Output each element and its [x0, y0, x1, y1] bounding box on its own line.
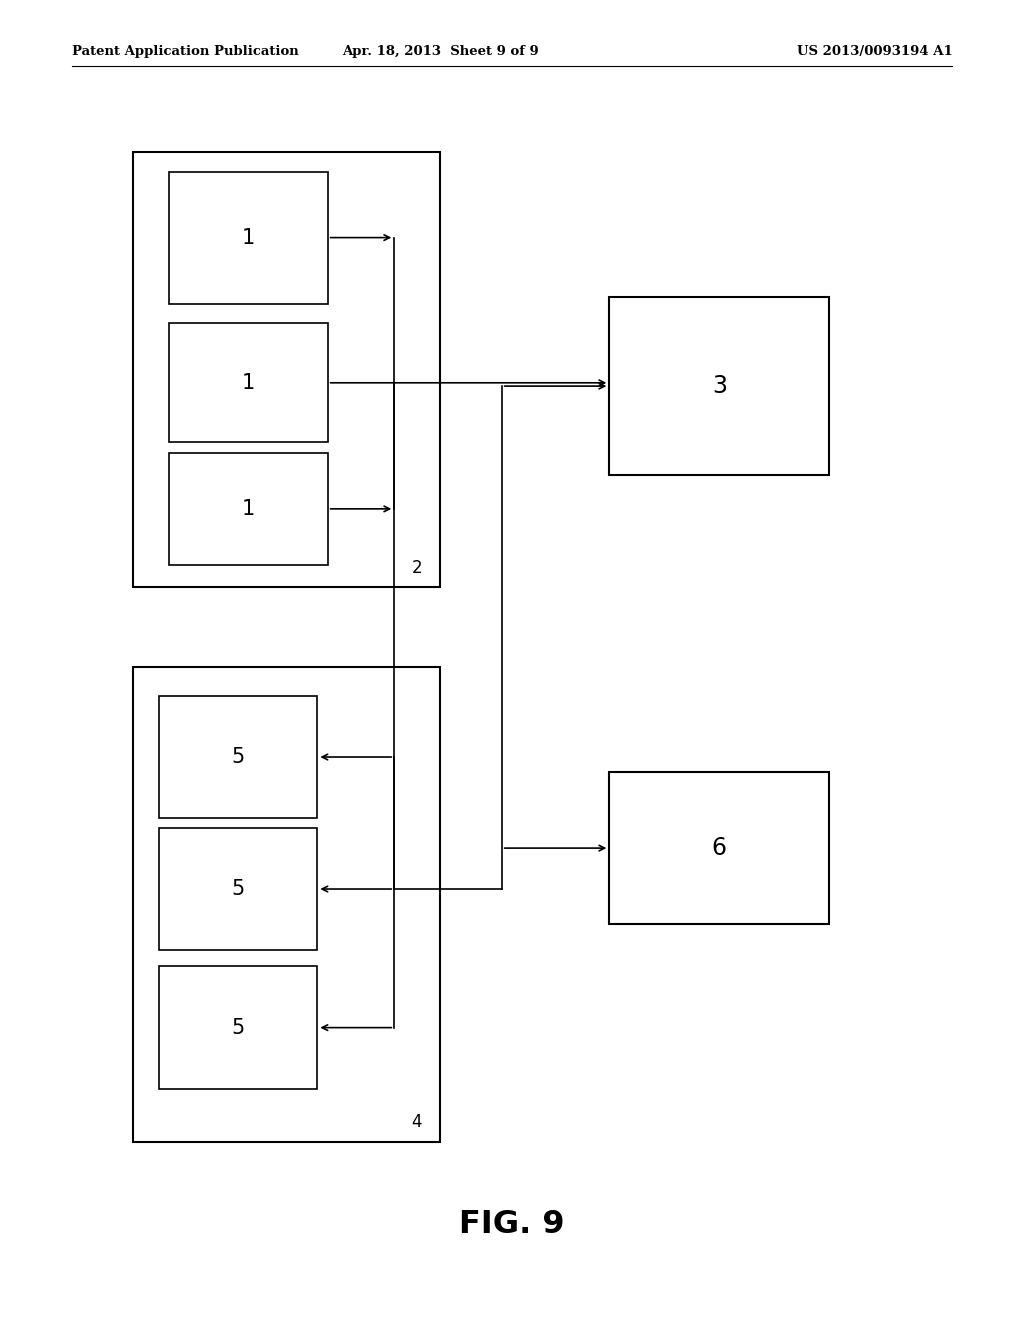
Bar	[169, 453, 328, 565]
Text: 1: 1	[242, 372, 255, 393]
Text: 2: 2	[412, 558, 422, 577]
Bar	[609, 297, 829, 475]
Text: 6: 6	[712, 836, 727, 861]
Text: US 2013/0093194 A1: US 2013/0093194 A1	[797, 45, 952, 58]
Bar	[159, 966, 317, 1089]
Text: 1: 1	[242, 227, 255, 248]
Text: 5: 5	[231, 747, 245, 767]
Bar	[169, 323, 328, 442]
Text: 1: 1	[242, 499, 255, 519]
Bar	[159, 828, 317, 950]
Text: 5: 5	[231, 879, 245, 899]
Bar	[159, 696, 317, 818]
Bar	[609, 772, 829, 924]
Text: 5: 5	[231, 1018, 245, 1038]
Text: Patent Application Publication: Patent Application Publication	[72, 45, 298, 58]
Text: 3: 3	[712, 374, 727, 399]
Text: 4: 4	[412, 1113, 422, 1131]
Bar	[133, 152, 440, 587]
Text: FIG. 9: FIG. 9	[459, 1209, 565, 1241]
Bar	[133, 667, 440, 1142]
Bar	[169, 172, 328, 304]
Text: Apr. 18, 2013  Sheet 9 of 9: Apr. 18, 2013 Sheet 9 of 9	[342, 45, 539, 58]
